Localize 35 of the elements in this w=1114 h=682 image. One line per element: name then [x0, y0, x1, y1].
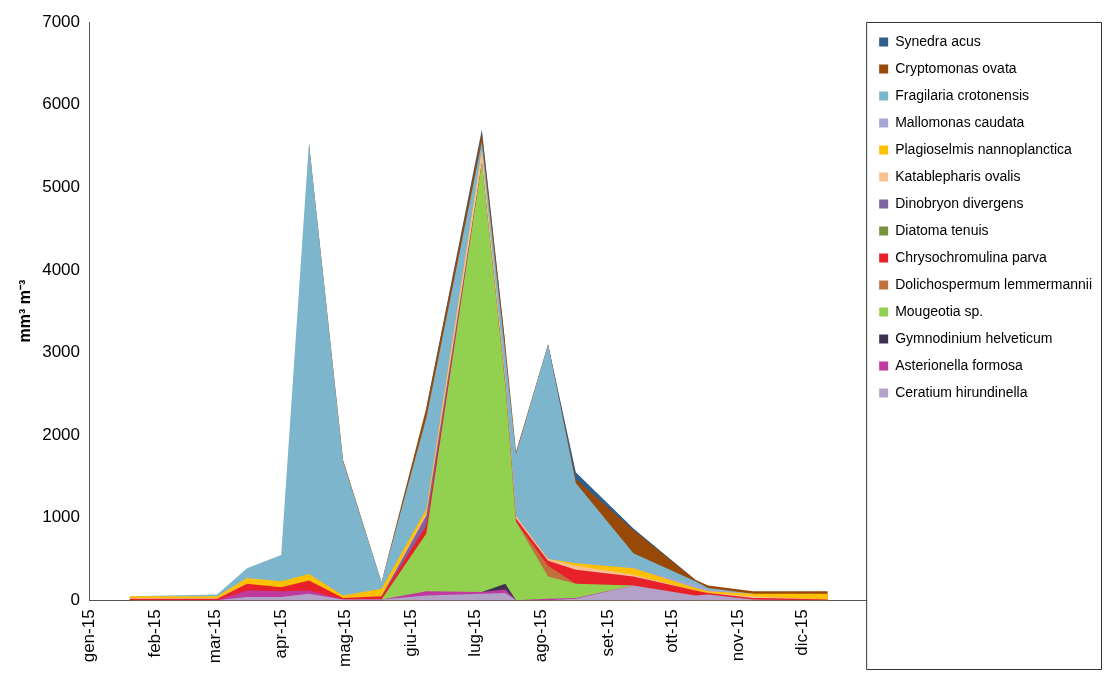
x-tick-label: feb-15 [144, 609, 164, 658]
x-tick-label: set-15 [597, 609, 617, 657]
x-tick-label: mar-15 [204, 609, 224, 664]
y-axis-title: mm³ m⁻³ [16, 279, 34, 343]
x-tick-label: lug-15 [465, 609, 485, 657]
legend-label: Gymnodinium helveticum [895, 329, 1053, 346]
x-tick-label: nov-15 [727, 609, 747, 662]
legend-label: Synedra acus [895, 32, 981, 49]
x-tick-label: giu-15 [401, 609, 421, 657]
x-tick-label: ott-15 [661, 609, 681, 653]
legend-label: Ceratium hirundinella [895, 383, 1028, 400]
y-tick-label: 3000 [42, 342, 81, 362]
y-tick-label: 4000 [42, 259, 81, 279]
legend-label: Dolichospermum lemmermannii [895, 275, 1093, 292]
legend-label: Plagioselmis nannoplanctica [895, 140, 1073, 157]
legend-label: Diatoma tenuis [895, 221, 989, 238]
x-tick-label: ago-15 [531, 609, 551, 663]
x-tick-label: gen-15 [78, 609, 98, 663]
x-tick-label: dic-15 [791, 609, 811, 656]
legend-label: Mallomonas caudata [895, 113, 1025, 130]
x-tick-label: apr-15 [270, 609, 290, 659]
legend-label: Cryptomonas ovata [895, 59, 1017, 76]
legend-label: Fragilaria crotonensis [895, 86, 1030, 103]
legend-label: Mougeotia sp. [895, 302, 984, 319]
y-tick-label: 2000 [42, 424, 81, 444]
y-tick-label: 1000 [42, 507, 81, 527]
y-tick-label: 5000 [42, 176, 81, 196]
legend-label: Katablepharis ovalis [895, 167, 1021, 184]
x-tick-label: mag-15 [334, 609, 354, 667]
y-tick-label: 6000 [42, 94, 81, 114]
y-tick-label: 0 [70, 590, 81, 610]
legend-label: Dinobryon divergens [895, 194, 1024, 211]
y-tick-label: 7000 [42, 11, 81, 31]
legend-label: Chrysochromulina parva [895, 248, 1048, 265]
legend-label: Asterionella formosa [895, 356, 1023, 373]
